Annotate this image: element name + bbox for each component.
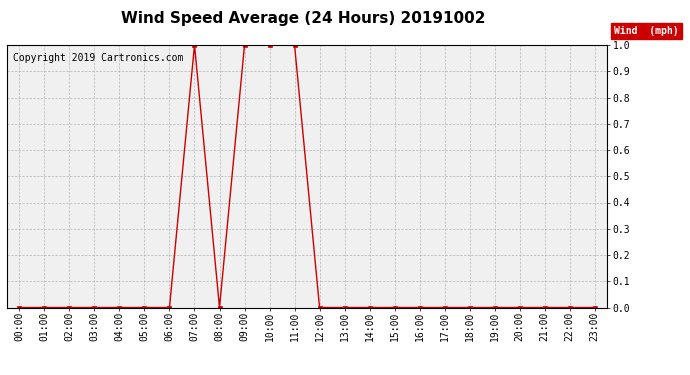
Text: Wind Speed Average (24 Hours) 20191002: Wind Speed Average (24 Hours) 20191002 [121, 11, 486, 26]
Text: Copyright 2019 Cartronics.com: Copyright 2019 Cartronics.com [13, 53, 184, 63]
Text: Wind  (mph): Wind (mph) [614, 26, 679, 36]
